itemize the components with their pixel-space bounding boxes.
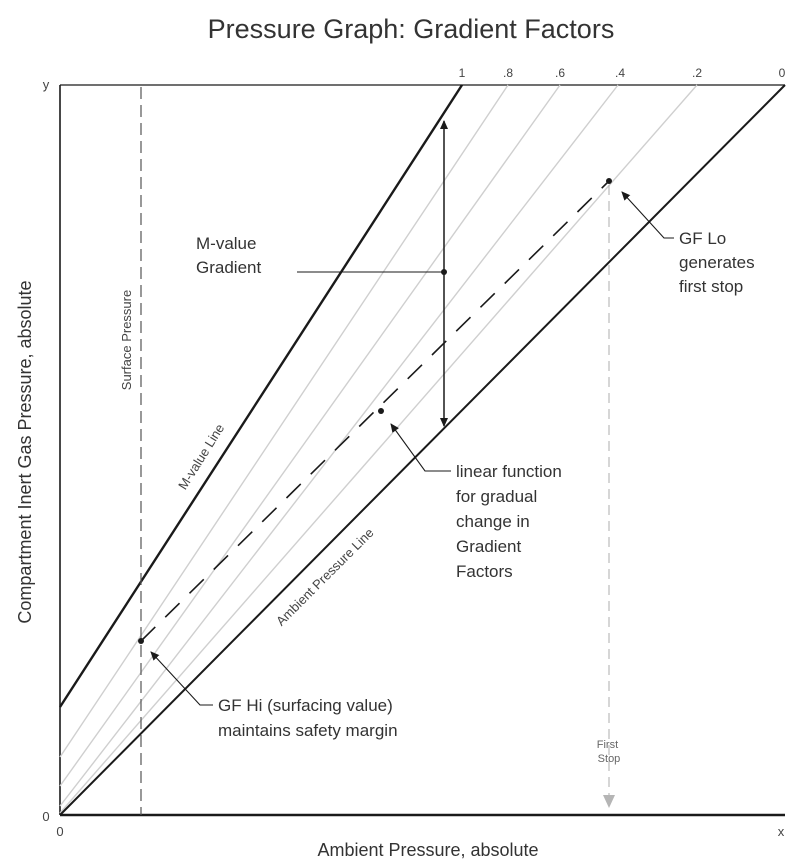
x-axis-title: Ambient Pressure, absolute xyxy=(317,840,538,860)
linear-function-annotation: linear function for gradual change in Gr… xyxy=(456,462,567,581)
y-axis-title: Compartment Inert Gas Pressure, absolute xyxy=(15,280,35,623)
chart-title: Pressure Graph: Gradient Factors xyxy=(208,14,615,44)
gf-hi-annotation: GF Hi (surfacing value) maintains safety… xyxy=(218,696,398,740)
gf-lo-point xyxy=(606,178,612,184)
gf-lo-annotation: GF Lo generates first stop xyxy=(679,229,759,296)
m-value-gradient-line-1: M-value xyxy=(196,234,256,253)
gf-hi-line-1: GF Hi (surfacing value) xyxy=(218,696,393,715)
linear-function-line-4: Gradient xyxy=(456,537,521,556)
gf-tick-1: 1 xyxy=(459,66,466,80)
gf-line-0-8 xyxy=(59,84,509,758)
gf-tick-0: 0 xyxy=(779,66,786,80)
gf-lo-line-2: generates xyxy=(679,253,755,272)
linear-function-line-2: for gradual xyxy=(456,487,537,506)
m-value-line xyxy=(58,84,464,708)
surface-pressure-label: Surface Pressure xyxy=(119,290,134,390)
gf-lo-leader xyxy=(621,191,674,239)
first-stop-label: First Stop xyxy=(597,739,621,765)
gf-tick-0-4: .4 xyxy=(615,66,625,80)
gf-tick-labels: 1 .8 .6 .4 .2 0 xyxy=(459,66,786,80)
first-stop-marker-icon xyxy=(603,795,615,808)
y-axis-end-label: y xyxy=(43,77,50,92)
gf-lo-line-1: GF Lo xyxy=(679,229,726,248)
gf-tick-0-2: .2 xyxy=(692,66,702,80)
gf-line-0-2 xyxy=(59,84,698,814)
first-stop-label-line-1: First xyxy=(597,739,618,751)
m-value-gradient-line-2: Gradient xyxy=(196,258,261,277)
first-stop-label-line-2: Stop xyxy=(598,753,621,765)
gf-line-0-6 xyxy=(59,84,561,787)
gf-linear-function-line xyxy=(140,180,610,642)
gf-hi-line-2: maintains safety margin xyxy=(218,721,398,740)
x-axis-end-label: x xyxy=(778,824,785,839)
ambient-pressure-line-label: Ambient Pressure Line xyxy=(273,525,377,629)
linear-function-point xyxy=(378,408,384,414)
gf-lo-line-3: first stop xyxy=(679,277,743,296)
linear-function-line-3: change in xyxy=(456,512,530,531)
linear-function-leader xyxy=(390,423,451,472)
y-axis-origin-label: 0 xyxy=(42,809,49,824)
gf-tick-0-8: .8 xyxy=(503,66,513,80)
gf-tick-0-6: .6 xyxy=(555,66,565,80)
linear-function-line-1: linear function xyxy=(456,462,562,481)
linear-function-line-5: Factors xyxy=(456,562,513,581)
m-value-gradient-annotation: M-value Gradient xyxy=(196,234,261,277)
gf-hi-point xyxy=(138,638,144,644)
gf-hi-leader xyxy=(150,651,213,706)
m-value-line-label: M-value Line xyxy=(175,421,227,492)
x-axis-origin-label: 0 xyxy=(56,824,63,839)
ambient-pressure-line xyxy=(59,84,786,816)
